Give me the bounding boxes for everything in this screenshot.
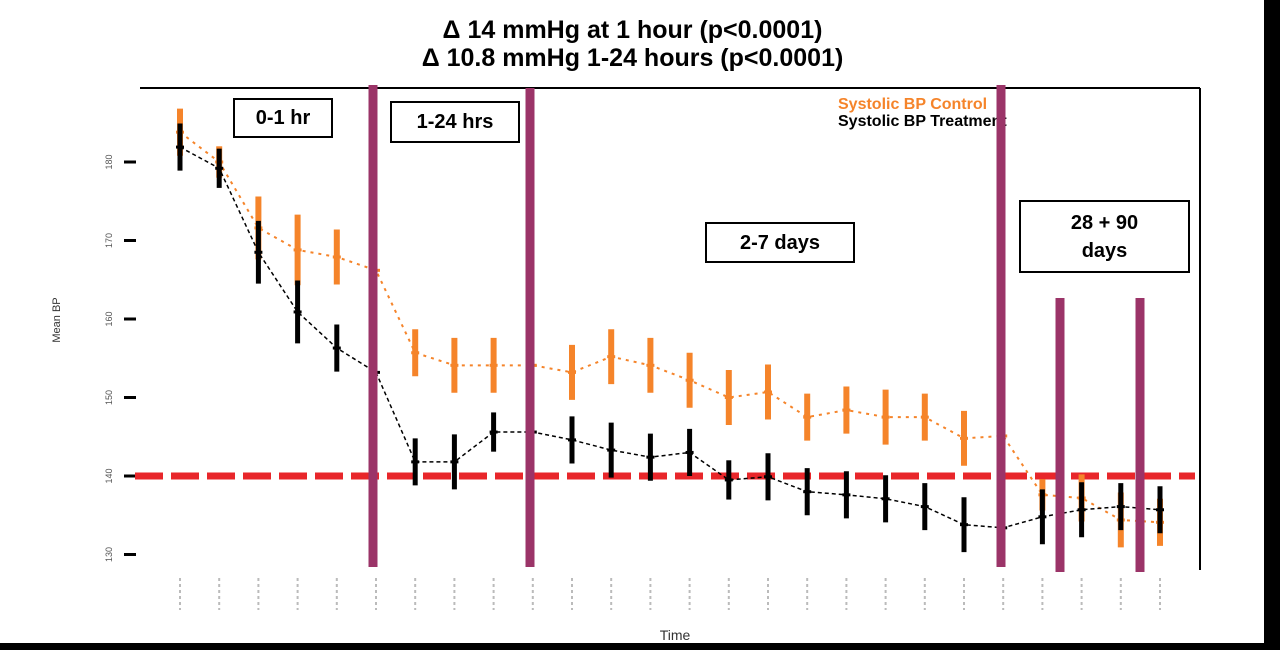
data-point-control <box>764 390 772 394</box>
data-point-control <box>568 370 576 374</box>
data-point-treatment <box>842 493 851 497</box>
data-point-treatment <box>724 478 733 482</box>
data-point-treatment <box>1116 505 1125 509</box>
data-point-control <box>411 351 420 355</box>
phase-label-2-7days: 2-7 days <box>705 222 855 263</box>
data-point-control <box>920 415 929 419</box>
data-point-treatment <box>646 455 655 459</box>
y-tick-label: 130 <box>104 547 114 562</box>
data-point-control <box>607 355 616 359</box>
legend-control: Systolic BP Control <box>838 96 987 113</box>
title-line-1: Δ 14 mmHg at 1 hour (p<0.0001) <box>442 16 823 44</box>
data-point-treatment <box>332 346 341 350</box>
data-point-treatment <box>764 475 772 479</box>
data-point-control <box>646 363 655 367</box>
phase-label-0-1hr: 0-1 hr <box>233 98 333 138</box>
data-point-treatment <box>450 460 459 464</box>
data-point-treatment <box>920 505 929 509</box>
data-point-treatment <box>411 460 420 464</box>
data-point-treatment <box>489 430 498 434</box>
right-border <box>1264 0 1280 650</box>
y-tick-label: 160 <box>104 311 114 326</box>
data-point-treatment <box>176 145 184 149</box>
data-point-control <box>685 378 694 382</box>
data-point-control <box>842 408 851 412</box>
data-point-treatment <box>960 523 968 527</box>
data-point-treatment <box>1038 515 1047 519</box>
phase-label-28-90days: 28 + 90 days <box>1019 200 1190 273</box>
data-point-control <box>293 248 302 252</box>
title-line-2: Δ 10.8 mmHg 1-24 hours (p<0.0001) <box>421 44 844 72</box>
data-point-treatment <box>1156 508 1164 512</box>
y-tick-label: 180 <box>104 154 114 169</box>
y-tick-label: 150 <box>104 390 114 405</box>
phase-label-1-24hrs: 1-24 hrs <box>390 101 520 143</box>
data-point-control <box>803 415 812 419</box>
series-line-control <box>179 131 1161 524</box>
data-point-treatment <box>293 310 302 314</box>
series-line-treatment <box>179 146 1161 529</box>
y-tick-label: 170 <box>104 233 114 248</box>
data-point-control <box>332 255 341 259</box>
data-point-treatment <box>803 490 812 494</box>
data-point-control <box>450 363 459 367</box>
legend-treatment: Systolic BP Treatment <box>838 113 1007 130</box>
data-point-control <box>960 436 968 440</box>
data-point-treatment <box>215 166 224 170</box>
data-point-control <box>489 363 498 367</box>
data-point-treatment <box>607 448 616 452</box>
data-point-treatment <box>685 450 694 454</box>
data-point-treatment <box>881 497 890 501</box>
data-point-treatment <box>1077 508 1086 512</box>
data-point-treatment <box>568 438 576 442</box>
data-point-control <box>724 396 733 399</box>
y-tick-label: 140 <box>104 468 114 483</box>
x-axis-label: Time <box>660 627 691 643</box>
y-axis-label: Mean BP <box>51 297 63 342</box>
data-point-control <box>881 415 890 419</box>
bottom-border <box>0 643 1280 650</box>
data-point-treatment <box>254 250 263 254</box>
